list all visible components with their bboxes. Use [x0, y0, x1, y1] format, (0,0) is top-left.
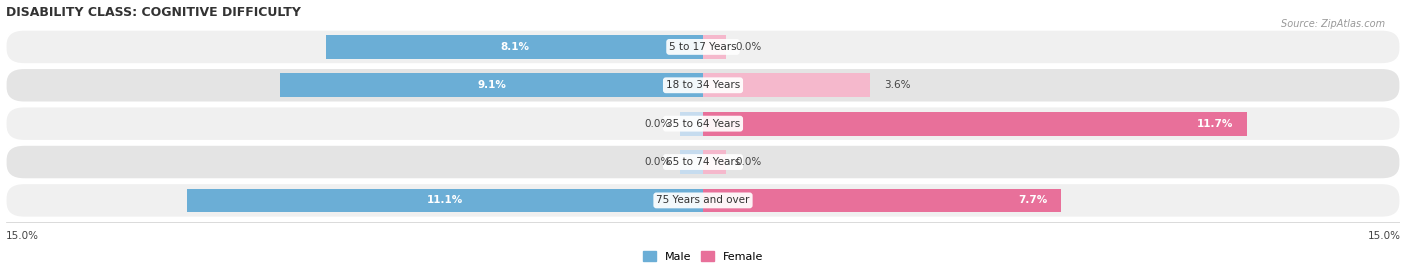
FancyBboxPatch shape [6, 145, 1400, 179]
Bar [280, 73, 703, 97]
Text: 18 to 34 Years: 18 to 34 Years [666, 80, 740, 90]
Text: 0.0%: 0.0% [735, 157, 762, 167]
Bar [679, 112, 703, 136]
FancyBboxPatch shape [6, 107, 1400, 141]
FancyBboxPatch shape [6, 183, 1400, 218]
Bar [679, 150, 703, 174]
Text: 0.0%: 0.0% [644, 119, 671, 129]
Bar [703, 112, 1247, 136]
Text: 0.0%: 0.0% [735, 42, 762, 52]
Text: 7.7%: 7.7% [1018, 195, 1047, 206]
Text: 9.1%: 9.1% [477, 80, 506, 90]
Text: 65 to 74 Years: 65 to 74 Years [666, 157, 740, 167]
Text: 35 to 64 Years: 35 to 64 Years [666, 119, 740, 129]
Text: 15.0%: 15.0% [6, 231, 38, 241]
Bar [703, 150, 727, 174]
Bar [703, 35, 727, 59]
Text: Source: ZipAtlas.com: Source: ZipAtlas.com [1281, 19, 1385, 29]
FancyBboxPatch shape [6, 30, 1400, 64]
Text: 0.0%: 0.0% [644, 157, 671, 167]
Text: 8.1%: 8.1% [501, 42, 529, 52]
Legend: Male, Female: Male, Female [643, 251, 763, 262]
Bar [703, 189, 1062, 212]
FancyBboxPatch shape [6, 68, 1400, 102]
Bar [187, 189, 703, 212]
Text: 11.7%: 11.7% [1197, 119, 1233, 129]
Bar [703, 73, 870, 97]
Text: 5 to 17 Years: 5 to 17 Years [669, 42, 737, 52]
Text: 75 Years and over: 75 Years and over [657, 195, 749, 206]
Bar [326, 35, 703, 59]
Text: 11.1%: 11.1% [427, 195, 463, 206]
Text: 3.6%: 3.6% [884, 80, 911, 90]
Text: DISABILITY CLASS: COGNITIVE DIFFICULTY: DISABILITY CLASS: COGNITIVE DIFFICULTY [6, 6, 301, 19]
Text: 15.0%: 15.0% [1368, 231, 1400, 241]
